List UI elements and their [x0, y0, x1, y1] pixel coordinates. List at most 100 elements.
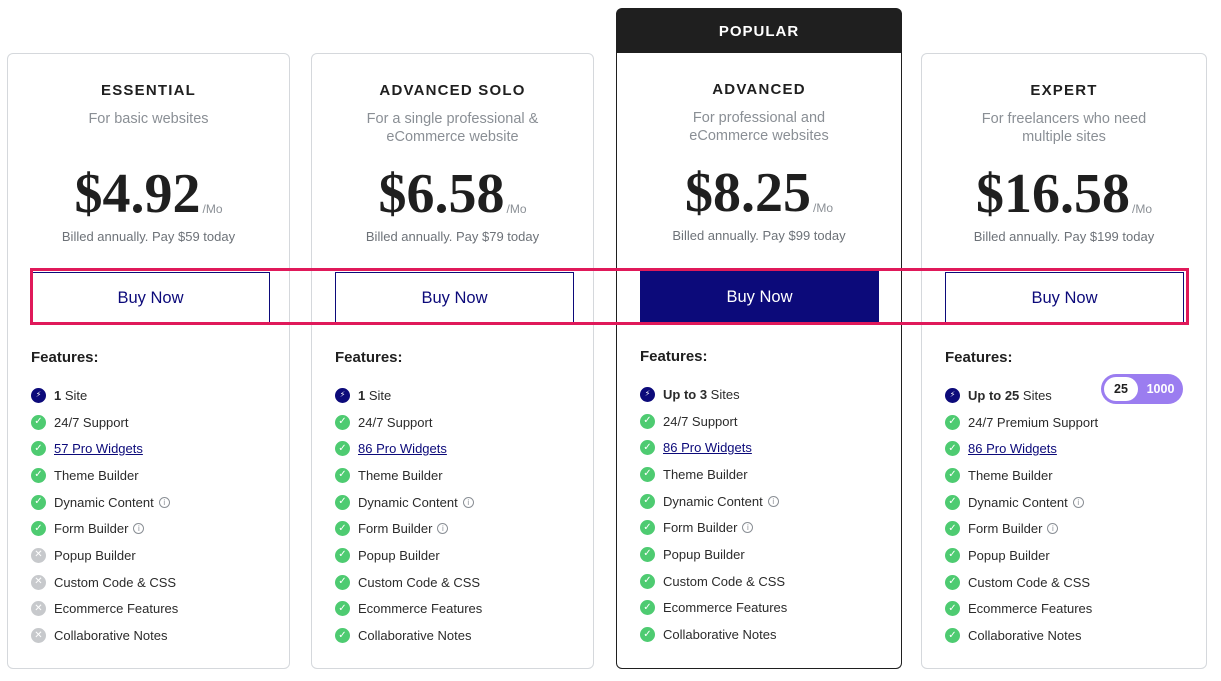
plan-name: ADVANCED SOLO: [379, 82, 526, 99]
features-heading: Features:: [945, 349, 1013, 366]
check-circle-icon: ✓: [945, 601, 960, 617]
feature-label: Popup Builder: [968, 547, 1050, 563]
feature-label: Theme Builder: [358, 467, 443, 483]
feature-label: 24/7 Support: [54, 414, 129, 430]
feature-item: ✕ Custom Code & CSS: [31, 569, 279, 596]
feature-label: Popup Builder: [358, 547, 440, 563]
info-icon[interactable]: i: [742, 522, 754, 534]
buy-now-button-expert[interactable]: Buy Now: [945, 272, 1184, 324]
plan-card-advanced-solo: ADVANCED SOLO For a single professional …: [311, 53, 594, 669]
feature-item: ✓ Ecommerce Features: [640, 595, 891, 622]
feature-label: 24/7 Support: [663, 413, 738, 429]
feature-label: Custom Code & CSS: [358, 574, 481, 590]
feature-item: ✓ Theme Builder: [945, 462, 1196, 489]
check-circle-icon: ✓: [945, 521, 960, 537]
feature-label: Form Builder: [968, 521, 1043, 537]
x-circle-icon: ✕: [31, 574, 46, 590]
features-heading: Features:: [335, 349, 403, 366]
info-icon[interactable]: i: [767, 495, 779, 507]
info-icon[interactable]: i: [1047, 523, 1059, 535]
feature-label: Sites: [707, 386, 740, 402]
check-circle-icon: ✓: [335, 601, 350, 617]
plan-name: ESSENTIAL: [101, 82, 196, 99]
info-icon[interactable]: i: [462, 496, 474, 508]
feature-item: ✓ Ecommerce Features: [335, 596, 583, 623]
feature-item: ✓ Popup Builder: [335, 542, 583, 569]
feature-link[interactable]: 86 Pro Widgets: [358, 441, 447, 457]
price-row: $16.58 /Mo: [922, 166, 1206, 222]
feature-label: Form Builder: [54, 521, 129, 537]
feature-item: ✓ Popup Builder: [945, 542, 1196, 569]
info-icon[interactable]: i: [1072, 496, 1084, 508]
check-circle-icon: ✓: [335, 574, 350, 590]
price-period: /Mo: [202, 202, 223, 216]
feature-label: 24/7 Premium Support: [968, 414, 1099, 430]
sites-option-25[interactable]: 25: [1104, 377, 1138, 401]
check-circle-icon: ✓: [945, 414, 960, 430]
feature-label: Ecommerce Features: [663, 600, 788, 616]
check-circle-icon: ✓: [640, 466, 655, 482]
feature-item: ✓ 86 Pro Widgets: [945, 435, 1196, 462]
info-icon[interactable]: i: [158, 496, 170, 508]
feature-item: ✓ Collaborative Notes: [335, 622, 583, 649]
check-circle-icon: ✓: [31, 414, 46, 430]
feature-item: ✓ 24/7 Support: [640, 408, 891, 435]
feature-label: Collaborative Notes: [968, 628, 1082, 644]
feature-item: ✓ 24/7 Support: [335, 409, 583, 436]
feature-item: ✓ Form Builder i: [945, 515, 1196, 542]
buy-now-button-advanced[interactable]: Buy Now: [640, 271, 879, 323]
plan-price: $4.92: [74, 163, 201, 225]
feature-item: ✓ Collaborative Notes: [640, 621, 891, 648]
sites-toggle[interactable]: 25 1000: [1101, 374, 1183, 404]
info-icon[interactable]: i: [437, 523, 449, 535]
buy-now-button-advanced-solo[interactable]: Buy Now: [335, 272, 574, 324]
feature-label: Popup Builder: [54, 547, 136, 563]
plan-card-essential: ESSENTIAL For basic websites $4.92 /Mo B…: [7, 53, 290, 669]
billing-note: Billed annually. Pay $59 today: [61, 229, 236, 244]
feature-item: ✓ 86 Pro Widgets: [640, 434, 891, 461]
check-circle-icon: ✓: [640, 546, 655, 562]
feature-link[interactable]: 86 Pro Widgets: [663, 440, 752, 456]
feature-item: ✓ Dynamic Content i: [945, 489, 1196, 516]
feature-list: ⚡ Up to 25 Sites ✓ 24/7 Premium Support ✓ 86 …: [945, 382, 1196, 649]
feature-link[interactable]: 86 Pro Widgets: [968, 441, 1057, 457]
feature-label: Form Builder: [663, 520, 738, 536]
check-circle-icon: ✓: [640, 627, 655, 643]
check-circle-icon: ✓: [640, 573, 655, 589]
check-circle-icon: ✓: [640, 440, 655, 456]
check-circle-icon: ✓: [945, 494, 960, 510]
feature-label: Dynamic Content: [663, 493, 763, 509]
feature-item: ✓ Form Builder i: [640, 514, 891, 541]
feature-label: Form Builder: [358, 521, 433, 537]
plan-name: ADVANCED: [712, 81, 806, 98]
feature-label: Ecommerce Features: [54, 601, 179, 617]
info-icon[interactable]: i: [133, 523, 145, 535]
check-circle-icon: ✓: [31, 521, 46, 537]
billing-note: Billed annually. Pay $199 today: [973, 229, 1155, 244]
feature-label: 24/7 Support: [358, 414, 433, 430]
check-circle-icon: ✓: [31, 494, 46, 510]
feature-item: ✓ 57 Pro Widgets: [31, 435, 279, 462]
billing-note: Billed annually. Pay $79 today: [365, 229, 540, 244]
check-circle-icon: ✓: [335, 628, 350, 644]
check-circle-icon: ✓: [335, 521, 350, 537]
plan-price: $16.58: [975, 163, 1130, 225]
feature-item: ✕ Collaborative Notes: [31, 622, 279, 649]
feature-list: ⚡ 1 Site ✓ 24/7 Support ✓ 86 Pro Widgets ✓ Them…: [335, 382, 583, 649]
check-circle-icon: ✓: [945, 467, 960, 483]
price-period: /Mo: [1131, 202, 1152, 216]
check-circle-icon: ✓: [640, 493, 655, 509]
buy-now-button-essential[interactable]: Buy Now: [31, 272, 270, 324]
sites-option-1000[interactable]: 1000: [1146, 382, 1175, 396]
price-row: $4.92 /Mo: [8, 166, 289, 222]
feature-item: ✓ Popup Builder: [640, 541, 891, 568]
feature-item: ✓ Custom Code & CSS: [335, 569, 583, 596]
bolt-icon: ⚡: [640, 386, 655, 402]
feature-link[interactable]: 57 Pro Widgets: [54, 441, 143, 457]
feature-item: ✓ 86 Pro Widgets: [335, 435, 583, 462]
feature-label: Popup Builder: [663, 546, 745, 562]
feature-count: 1: [54, 387, 62, 403]
x-circle-icon: ✕: [31, 628, 46, 644]
feature-item: ✓ Custom Code & CSS: [945, 569, 1196, 596]
feature-item: ✓ Dynamic Content i: [335, 489, 583, 516]
